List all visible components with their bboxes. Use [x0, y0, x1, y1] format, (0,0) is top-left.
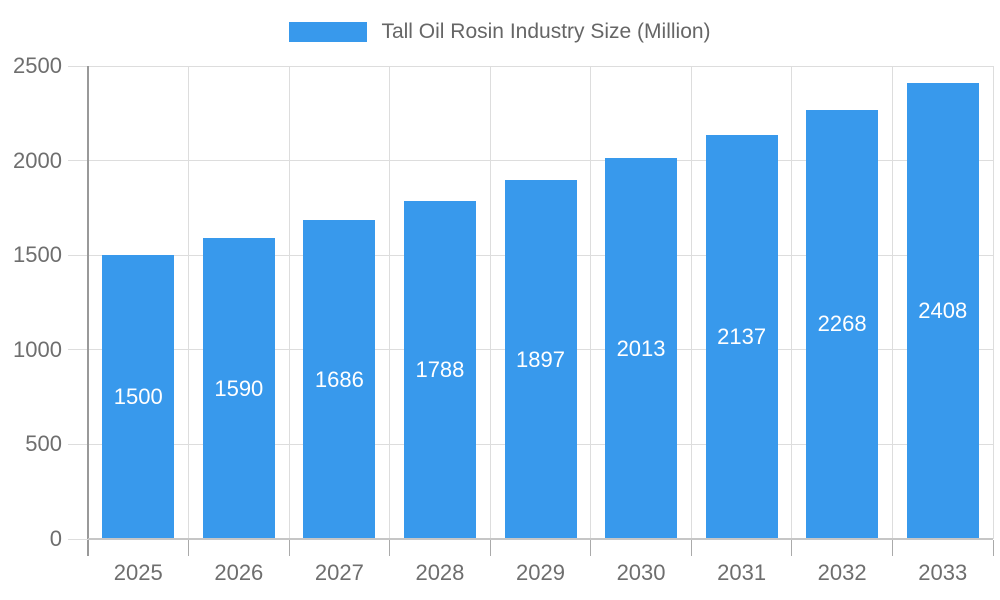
y-axis-tick-label: 1000 [13, 336, 62, 362]
gridline-vertical [791, 66, 793, 539]
x-axis-tick [690, 540, 692, 556]
x-axis-tick [389, 540, 391, 556]
y-axis-line [87, 66, 89, 539]
gridline-vertical [891, 66, 893, 539]
x-axis-line [88, 538, 993, 540]
gridline-vertical [288, 66, 290, 539]
bar-2026 [202, 238, 275, 539]
y-axis-tick [68, 443, 88, 445]
x-axis-tick-label: 2031 [717, 560, 767, 585]
x-axis-tick [288, 540, 290, 556]
bar-value-label: 1686 [314, 366, 364, 392]
chart-legend: Tall Oil Rosin Industry Size (Million) [0, 21, 1000, 43]
gridline-vertical [489, 66, 491, 539]
y-axis-tick [68, 538, 88, 540]
x-axis-tick-label: 2027 [314, 560, 364, 585]
x-axis-tick-label: 2025 [113, 560, 163, 585]
y-axis-tick-label: 2000 [13, 147, 62, 173]
x-axis-tick-label: 2033 [918, 560, 968, 585]
bar-value-label: 2013 [616, 335, 666, 361]
bar-2030 [605, 158, 678, 539]
x-axis-tick [87, 540, 89, 556]
bar-2025 [102, 255, 175, 539]
gridline-vertical [188, 66, 190, 539]
gridline-horizontal [88, 65, 993, 67]
bar-2027 [303, 220, 376, 539]
x-axis-tick-label: 2032 [817, 560, 867, 585]
x-axis-tick-label: 2028 [415, 560, 465, 585]
bar-value-label: 1500 [113, 384, 163, 410]
x-axis-tick [188, 540, 190, 556]
bar-value-label: 2137 [717, 323, 767, 349]
x-axis-tick [891, 540, 893, 556]
x-axis-tick [489, 540, 491, 556]
bar-2028 [403, 200, 476, 539]
y-axis-tick-label: 1500 [13, 242, 62, 268]
x-axis-tick-label: 2030 [616, 560, 666, 585]
gridline-vertical [690, 66, 692, 539]
x-axis-tick [791, 540, 793, 556]
bar-value-label: 2408 [918, 298, 968, 324]
gridline-vertical [590, 66, 592, 539]
legend-item[interactable]: Tall Oil Rosin Industry Size (Million) [289, 20, 711, 43]
bar-value-label: 2268 [817, 311, 867, 337]
y-axis-tick-label: 500 [25, 431, 62, 457]
gridline-vertical [992, 66, 994, 539]
y-axis-tick [68, 349, 88, 351]
y-axis-tick [68, 254, 88, 256]
x-axis-tick [992, 540, 994, 556]
bar-2033 [906, 83, 979, 539]
bar-2029 [504, 180, 577, 539]
y-axis-tick-label: 0 [49, 526, 62, 551]
gridline-vertical [389, 66, 391, 539]
y-axis-tick [68, 160, 88, 162]
legend-label: Tall Oil Rosin Industry Size (Million) [381, 20, 711, 43]
bar-value-label: 1788 [415, 356, 465, 382]
y-axis-tick-label: 2500 [13, 53, 62, 78]
x-axis-tick-label: 2029 [516, 560, 565, 585]
gridline-horizontal [88, 160, 993, 162]
bar-value-label: 1590 [214, 375, 264, 401]
legend-swatch [289, 22, 368, 42]
y-axis-tick [68, 65, 88, 67]
bar-value-label: 1897 [516, 346, 565, 372]
x-axis-tick-label: 2026 [214, 560, 264, 585]
bar-2031 [705, 134, 778, 539]
bar-2032 [806, 109, 879, 539]
x-axis-tick [590, 540, 592, 556]
